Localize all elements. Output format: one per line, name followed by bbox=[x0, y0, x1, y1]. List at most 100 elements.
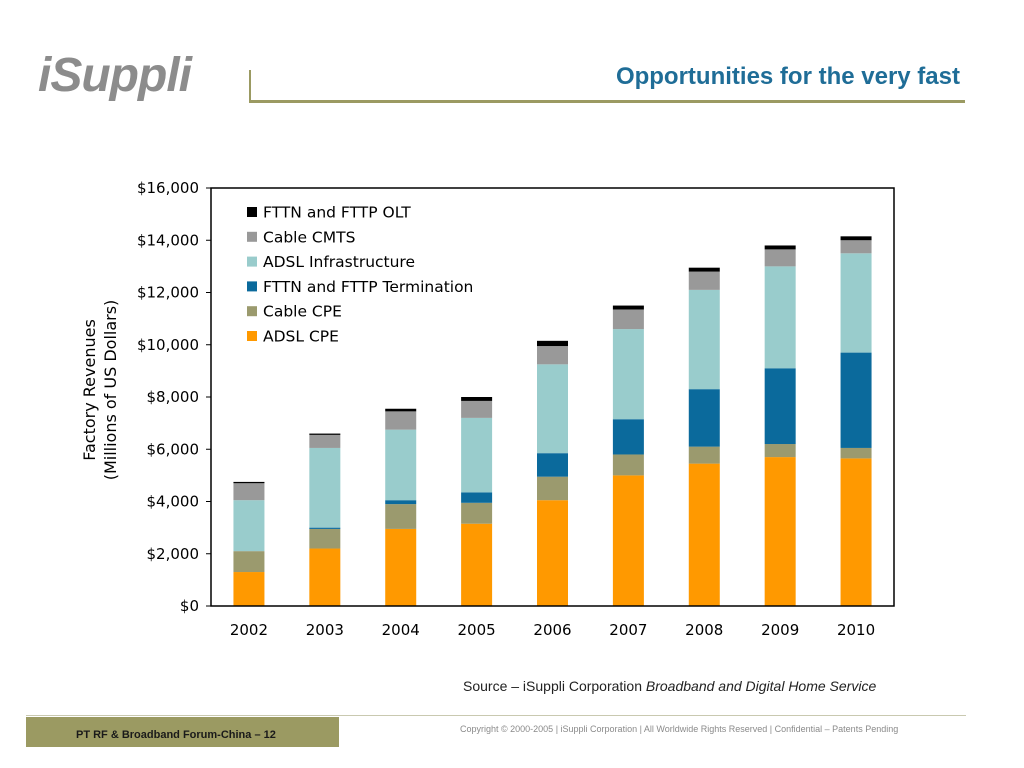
legend-label: Cable CMTS bbox=[263, 228, 355, 246]
bar-2007-series-4 bbox=[612, 309, 644, 330]
bar-2002-series-0 bbox=[233, 572, 265, 606]
legend: FTTN and FTTP OLT Cable CMTS ADSL Infrastr… bbox=[247, 204, 473, 346]
bar-2010-series-5 bbox=[840, 236, 872, 241]
legend-label: ADSL CPE bbox=[263, 328, 339, 346]
bar-2008-series-2 bbox=[688, 389, 720, 447]
x-tick-label: 2006 bbox=[533, 621, 571, 639]
y-tick-label: $0 bbox=[180, 597, 199, 615]
legend-swatch bbox=[247, 331, 257, 341]
x-tick-label: 2005 bbox=[458, 621, 496, 639]
x-tick-label: 2002 bbox=[230, 621, 268, 639]
bar-2010-series-3 bbox=[840, 253, 872, 353]
bar-2007-series-2 bbox=[612, 419, 644, 455]
bar-2004-series-4 bbox=[385, 411, 417, 430]
bar-2005-series-3 bbox=[461, 417, 493, 493]
y-tick-label: $8,000 bbox=[147, 388, 200, 406]
legend-swatch bbox=[247, 306, 257, 317]
isuppli-logo: iSuppli bbox=[38, 49, 192, 102]
footer-rule bbox=[26, 715, 966, 716]
bar-2008-series-4 bbox=[688, 271, 720, 290]
source-prefix: Source – iSuppli Corporation bbox=[463, 678, 646, 694]
bar-2003-series-1 bbox=[309, 528, 341, 549]
bar-2005-series-1 bbox=[461, 502, 493, 524]
bar-2010-series-4 bbox=[840, 240, 872, 254]
bar-layer bbox=[233, 236, 872, 606]
bar-2006-series-2 bbox=[537, 453, 568, 477]
legend-label: ADSL Infrastructure bbox=[263, 253, 415, 271]
legend-label: FTTN and FTTP OLT bbox=[263, 204, 411, 222]
bar-2010-series-0 bbox=[840, 458, 872, 606]
bar-2008-series-1 bbox=[688, 446, 720, 464]
bar-2002-series-1 bbox=[233, 551, 265, 573]
bar-2007-series-1 bbox=[612, 454, 644, 476]
legend-label: FTTN and FTTP Termination bbox=[263, 278, 473, 296]
bar-2004-series-3 bbox=[385, 429, 417, 501]
logo-divider bbox=[249, 70, 251, 102]
bar-2003-series-5 bbox=[309, 433, 341, 435]
bar-2005-series-5 bbox=[461, 397, 493, 401]
bar-2008-series-5 bbox=[688, 267, 720, 272]
bar-2006-series-5 bbox=[537, 340, 568, 347]
bar-2005-series-2 bbox=[461, 492, 493, 503]
y-axis-title-line1: Factory Revenues bbox=[80, 319, 99, 461]
bar-2008-series-3 bbox=[688, 289, 720, 390]
bar-2004-series-5 bbox=[385, 408, 417, 412]
header-rule bbox=[249, 100, 965, 103]
bar-2007-series-3 bbox=[612, 329, 644, 420]
legend-swatch bbox=[247, 231, 257, 242]
y-tick-label: $2,000 bbox=[147, 545, 200, 563]
bar-2009-series-2 bbox=[764, 368, 796, 445]
y-axis: $0 $2,000 $4,000 $6,000 $8,000 $10,000 $12,000… bbox=[137, 179, 211, 615]
footer-box bbox=[26, 717, 339, 747]
x-tick-label: 2003 bbox=[306, 621, 344, 639]
source-note: Source – iSuppli Corporation Broadband a… bbox=[463, 678, 876, 694]
legend-swatch bbox=[247, 207, 257, 217]
bar-2009-series-0 bbox=[764, 457, 796, 606]
legend-swatch bbox=[247, 256, 257, 267]
bar-2010-series-1 bbox=[840, 447, 872, 459]
bar-2006-series-3 bbox=[537, 364, 568, 454]
x-tick-label: 2009 bbox=[761, 621, 799, 639]
bar-2002-series-3 bbox=[233, 500, 265, 552]
bar-2003-series-2 bbox=[309, 527, 341, 529]
bar-2007-series-0 bbox=[612, 475, 644, 606]
bar-2003-series-0 bbox=[309, 548, 341, 606]
copyright-notice: Copyright © 2000-2005 | iSuppli Corporat… bbox=[460, 724, 899, 734]
bar-2006-series-0 bbox=[537, 500, 568, 606]
bar-2004-series-2 bbox=[385, 500, 417, 505]
x-axis: 2002 2003 2004 2005 2006 2007 2008 2009 2010 bbox=[230, 621, 875, 639]
slide-title: Opportunities for the very fast bbox=[615, 63, 960, 90]
y-tick-label: $16,000 bbox=[137, 179, 199, 197]
bar-2009-series-1 bbox=[764, 444, 796, 458]
y-tick-label: $4,000 bbox=[147, 493, 200, 511]
source-report-title: Broadband and Digital Home Service bbox=[645, 678, 877, 694]
footer-label: PT RF & Broadband Forum-China – 12 bbox=[76, 729, 276, 741]
bar-2002-series-5 bbox=[233, 481, 265, 484]
y-tick-label: $14,000 bbox=[137, 231, 199, 249]
y-tick-label: $6,000 bbox=[147, 440, 200, 458]
bar-2003-series-3 bbox=[309, 447, 341, 528]
chart-container: $0 $2,000 $4,000 $6,000 $8,000 $10,000 $12,000… bbox=[80, 179, 895, 639]
legend-swatch bbox=[247, 281, 257, 292]
bar-2002-series-4 bbox=[233, 483, 265, 501]
x-tick-label: 2008 bbox=[685, 621, 723, 639]
x-tick-label: 2007 bbox=[609, 621, 647, 639]
bar-2007-series-5 bbox=[612, 305, 644, 310]
bar-2005-series-4 bbox=[461, 400, 493, 418]
bar-2009-series-4 bbox=[764, 249, 796, 267]
bar-2006-series-4 bbox=[537, 346, 568, 365]
bar-2004-series-0 bbox=[385, 528, 417, 606]
bar-2006-series-1 bbox=[537, 476, 568, 501]
stacked-bar-chart: $0 $2,000 $4,000 $6,000 $8,000 $10,000 $12,000… bbox=[80, 179, 895, 639]
bar-2010-series-2 bbox=[840, 352, 872, 448]
y-tick-label: $10,000 bbox=[137, 336, 199, 354]
y-tick-label: $12,000 bbox=[137, 284, 199, 302]
bar-2004-series-1 bbox=[385, 504, 417, 529]
x-tick-label: 2010 bbox=[837, 621, 875, 639]
y-axis-title-line2: (Millions of US Dollars) bbox=[101, 300, 120, 481]
bar-2003-series-4 bbox=[309, 434, 341, 448]
bar-2009-series-5 bbox=[764, 245, 796, 250]
bar-2008-series-0 bbox=[688, 463, 720, 606]
bar-2005-series-0 bbox=[461, 523, 493, 606]
x-tick-label: 2004 bbox=[382, 621, 420, 639]
